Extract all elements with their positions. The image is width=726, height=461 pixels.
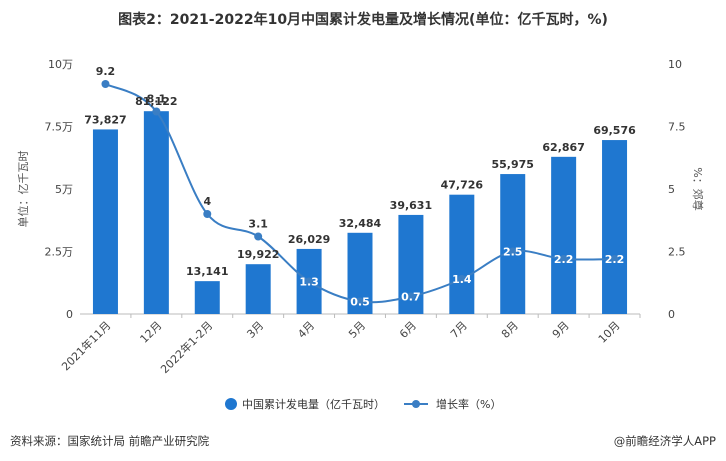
growth-point [101, 80, 110, 88]
y-right-tick-label: 7.5 [668, 121, 686, 134]
growth-line-path [104, 83, 615, 304]
growth-value-label: 2.2 [554, 253, 574, 266]
y-right-tick-label: 0 [668, 308, 675, 321]
legend-bar-label: 中国累计发电量（亿千瓦时） [242, 397, 385, 411]
y-left-tick-label: 10万 [48, 58, 73, 71]
bar-value-label: 47,726 [441, 179, 484, 192]
bar-value-label: 19,922 [237, 248, 279, 261]
bar-value-label: 39,631 [390, 199, 432, 212]
source-note: 资料来源：国家统计局 前瞻产业研究院 [10, 434, 210, 448]
bar-value-label: 62,867 [542, 141, 584, 154]
growth-value-label: 2.5 [503, 246, 523, 259]
x-tick-label: 5月 [346, 319, 368, 341]
x-tick-label: 3月 [244, 319, 266, 341]
legend-line-marker [412, 400, 420, 408]
bar [449, 194, 475, 314]
bar [551, 156, 577, 314]
y-left-axis-title: 单位：亿千瓦时 [16, 151, 30, 228]
x-tick-label: 6月 [397, 319, 419, 341]
bar [602, 140, 628, 314]
y-left-tick-label: 2.5万 [45, 246, 74, 259]
x-tick-label: 2021年11月 [58, 318, 113, 373]
y-right-axis-title: %：郊尊 [691, 167, 705, 210]
growth-value-label: 2.2 [605, 253, 625, 266]
bar-value-label: 81,122 [135, 95, 177, 108]
growth-point [559, 255, 568, 263]
bar-value-label: 13,141 [186, 265, 228, 278]
growth-value-label: 0.5 [350, 296, 370, 309]
x-tick-label: 10月 [596, 319, 623, 346]
growth-point [152, 107, 161, 116]
x-tick-label: 7月 [448, 319, 470, 341]
y-left-tick-label: 0 [66, 308, 73, 321]
bar-value-label: 73,827 [84, 113, 126, 126]
bar-value-label: 26,029 [288, 233, 330, 246]
y-left-tick-label: 7.5万 [45, 121, 74, 134]
growth-point [203, 210, 212, 218]
y-right-tick-label: 2.5 [668, 246, 686, 259]
bar [92, 129, 118, 314]
bar [500, 174, 526, 314]
bar [194, 281, 220, 314]
x-tick-label: 2022年1-2月 [157, 318, 215, 376]
x-tick-label: 12月 [138, 319, 165, 346]
growth-point [305, 277, 314, 286]
growth-point [356, 297, 364, 306]
legend: 中国累计发电量（亿千瓦时） 增长率（%） [225, 397, 501, 411]
y-left-tick-label: 5万 [55, 183, 73, 196]
chart-title: 图表2：2021-2022年10月中国累计发电量及增长情况(单位：亿千瓦时，%) [118, 12, 608, 28]
growth-point [610, 255, 619, 263]
growth-point [508, 247, 517, 256]
legend-bar-marker [225, 398, 237, 410]
growth-value-label: 4 [203, 195, 211, 208]
growth-value-label: 9.2 [96, 65, 116, 78]
growth-point [457, 275, 466, 283]
legend-line-label: 增长率（%） [436, 397, 501, 411]
bar [245, 264, 271, 314]
growth-line [101, 80, 619, 306]
bar-value-label: 69,576 [593, 124, 636, 137]
brand-note: @前瞻经济学人APP [613, 434, 716, 448]
growth-value-label: 8.1 [147, 93, 167, 106]
bar-value-label: 55,975 [492, 158, 534, 171]
growth-point [406, 292, 415, 301]
data-labels: 73,827 81,122 13,141 19,922 26,029 32,484 39,6… [84, 65, 636, 309]
growth-point [254, 232, 263, 241]
x-tick-label: 8月 [499, 319, 521, 341]
growth-value-label: 3.1 [248, 218, 268, 231]
bar [143, 111, 169, 314]
growth-value-label: 0.7 [401, 291, 421, 304]
bar-value-label: 32,484 [339, 217, 382, 230]
y-right-tick-label: 5 [668, 183, 675, 196]
x-tick-label: 4月 [295, 319, 317, 341]
growth-value-label: 1.4 [452, 273, 472, 286]
y-right-tick-label: 10 [668, 58, 682, 71]
x-tick-label: 9月 [550, 319, 572, 341]
growth-value-label: 1.3 [299, 276, 319, 289]
